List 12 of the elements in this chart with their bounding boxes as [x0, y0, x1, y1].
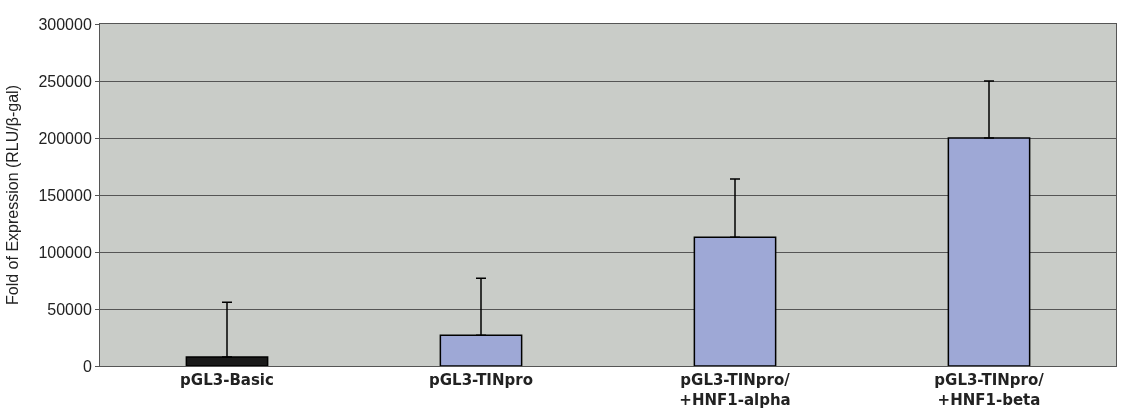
x-tick-label: pGL3-TINpro/ +HNF1-beta: [934, 371, 1045, 409]
y-axis-title: Fold of Expression (RLU/β-gal): [4, 85, 22, 305]
y-tick-label: 0: [82, 357, 92, 375]
y-tick-label: 50000: [47, 300, 92, 318]
y-tick-label: 250000: [38, 72, 92, 90]
x-tick-label: pGL3-TINpro/ +HNF1-alpha: [679, 371, 791, 409]
y-tick-label: 100000: [38, 243, 92, 261]
x-tick-label: pGL3-Basic: [180, 371, 274, 389]
y-tick-label: 200000: [38, 129, 92, 147]
y-tick-label: 300000: [38, 15, 92, 33]
x-tick-label: pGL3-TINpro: [429, 371, 533, 389]
y-tick-label: 150000: [38, 186, 92, 204]
